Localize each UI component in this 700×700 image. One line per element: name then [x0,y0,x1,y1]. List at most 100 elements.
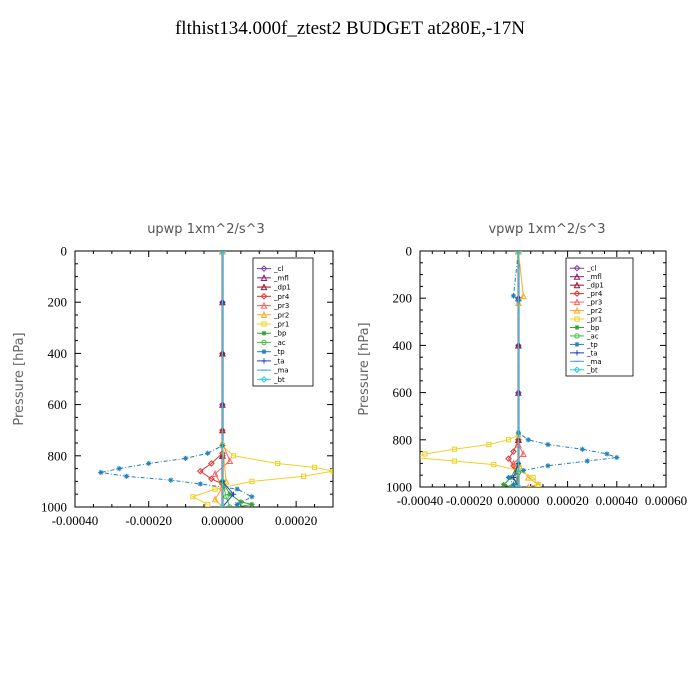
y-tick-label: 600 [48,397,68,412]
series-marker-bt [515,251,522,255]
legend-label: _ac [273,339,286,347]
series-line-bp [221,251,253,507]
legend-label: _bp [586,324,600,332]
series-marker-pr4 [208,475,215,483]
legend-marker [573,366,581,374]
series-group [413,251,620,487]
series-marker-pr1 [190,494,196,500]
x-tick-label: 0.00020 [546,493,588,508]
x-tick-label: 0.00000 [497,493,539,508]
legend-label: _pr1 [586,316,602,324]
legend-marker [261,321,267,327]
y-axis-label: Pressure [hPa] [357,322,372,415]
series-line-pr1 [191,251,333,505]
series-marker-pr1 [451,446,458,452]
series-marker-tp [579,446,585,452]
x-tick-label: -0.00020 [446,493,493,508]
series-marker-pr1 [505,437,512,443]
legend-label: _ma [586,358,602,366]
series-marker-pr1 [422,451,428,457]
chart-panel-2: vpwp 1xm^2/s^3 Pressure [hPa] 0 200 400 600 80… [357,222,687,508]
y-tick-label: 200 [393,291,413,306]
legend-marker [260,301,268,309]
series-marker-pr3 [211,470,219,477]
series-marker-tp [234,486,240,492]
series-marker-pr4 [197,467,204,475]
legend-marker [573,281,581,289]
series-marker-pr1 [491,461,497,468]
legend-label: _cl [273,265,283,273]
series-marker-bp [249,501,255,507]
series-marker-pr4 [510,448,517,455]
y-tick-label: 0 [61,244,68,259]
y-tick-label: 200 [48,295,68,310]
series-line-pr4 [199,251,223,507]
x-tick-label: 0.00060 [645,493,687,508]
series-marker-tp [520,467,526,474]
legend-marker [573,272,581,280]
y-tick-label: 600 [393,385,413,400]
series-marker-pr1 [212,486,218,492]
legend-label: _bp [273,330,287,338]
legend-label: _mfl [586,273,602,281]
series-marker-tp [249,494,255,500]
legend-marker [574,341,580,347]
series-marker-tp [116,466,122,472]
series-marker-pr1 [486,441,492,448]
legend: _cl_mfl_dp1_pr4_pr3_pr2_pr1_bp_ac_tp_ta_… [565,257,634,377]
legend-label: _bt [586,366,598,374]
y-tick-label: 1000 [41,500,67,515]
legend-label: _tp [273,348,285,356]
series-line-tp [100,251,253,505]
series-marker-pr1 [275,460,281,467]
series-marker-tp [545,463,551,469]
series-marker-pr1 [535,482,541,487]
chart-title: upwp 1xm^2/s^3 [147,222,265,237]
series-marker-pr1 [530,474,536,481]
legend-label: _pr3 [586,299,602,307]
y-tick-label: 800 [48,448,68,463]
chart-panel-1: upwp 1xm^2/s^3 Pressure [hPa] 0 200 400 600 80… [12,222,334,528]
series-marker-pr1 [330,468,333,474]
legend-label: _ma [273,367,289,375]
series-marker-tp [146,460,152,467]
series-marker-bp [238,499,244,505]
legend-marker [261,358,267,364]
legend-label: _cl [586,265,596,273]
series-marker-ta [230,491,237,497]
series-marker-pr1 [205,501,211,507]
legend-marker [573,306,581,314]
legend-marker [573,264,581,272]
series-marker-bp [227,491,233,497]
series-marker-tp [168,477,174,483]
series-marker-tp [510,482,517,487]
series-marker-bt [515,483,522,487]
series-marker-pr2 [524,473,532,481]
series-marker-pr1 [413,455,417,459]
x-tick-label: -0.00040 [52,513,99,528]
series-marker-pr3 [226,457,234,465]
series-line-ta [221,251,235,507]
legend-marker [261,339,267,346]
legend-label: _tp [586,341,598,349]
chart-title: vpwp 1xm^2/s^3 [488,222,605,237]
series-marker-pr1 [249,478,255,484]
legend-label: _ta [273,357,285,365]
legend-marker [260,283,268,291]
legend-label: _pr1 [273,321,289,329]
legend-label: _pr3 [273,302,289,310]
series-marker-bt [219,503,226,507]
series-line-pr1 [420,251,539,485]
series-marker-tp [505,474,512,481]
x-tick-label: 0.00020 [275,513,317,528]
legend-marker [261,349,267,355]
y-tick-label: 400 [393,338,413,353]
legend-marker [260,311,268,318]
legend-label: _dp1 [273,284,291,292]
series-marker-pr2 [211,495,219,503]
series-marker-tp [98,469,104,476]
series-group [98,251,333,507]
series-marker-tp [205,450,211,456]
legend-marker [573,290,581,297]
